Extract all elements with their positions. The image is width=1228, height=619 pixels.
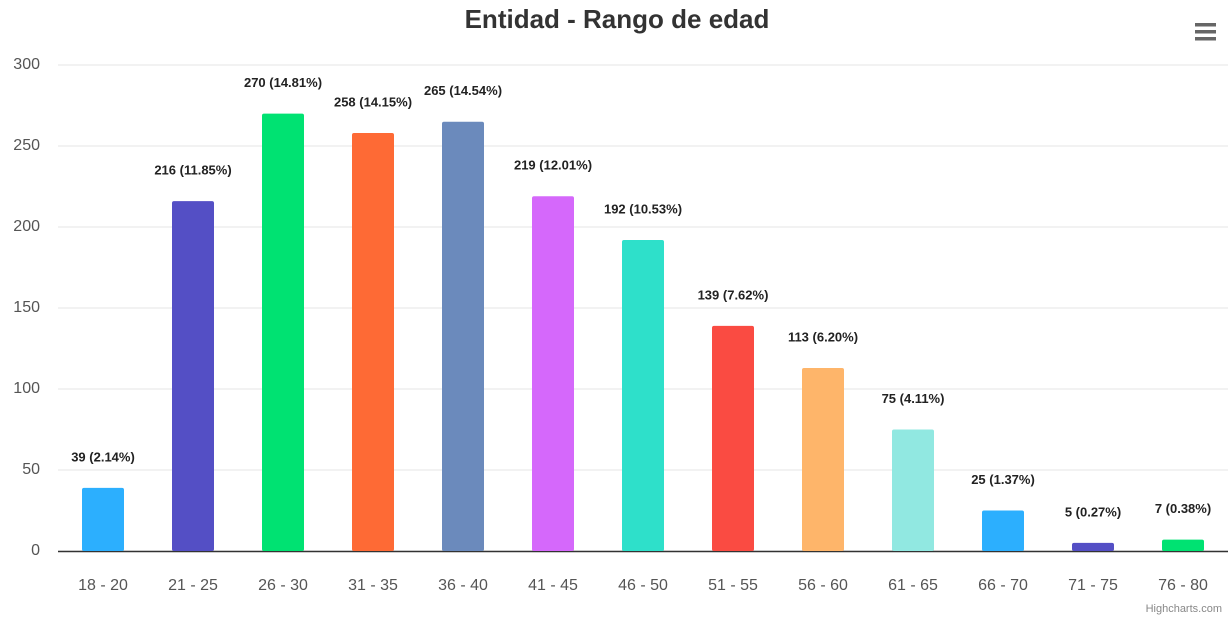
data-label: 25 (1.37%) (971, 472, 1035, 487)
bar (262, 113, 304, 551)
data-label: 219 (12.01%) (514, 158, 592, 173)
y-tick-label: 100 (13, 380, 40, 397)
credits[interactable]: Highcharts.com (1146, 603, 1222, 615)
chart-title: Entidad - Rango de edad (465, 4, 770, 34)
data-label: 258 (14.15%) (334, 94, 412, 109)
x-tick-label: 31 - 35 (348, 577, 398, 594)
x-tick-label: 26 - 30 (258, 577, 308, 594)
bar (1162, 539, 1204, 551)
data-label: 7 (0.38%) (1155, 501, 1211, 516)
bar (532, 196, 574, 551)
bar (892, 429, 934, 551)
data-label: 75 (4.11%) (882, 391, 945, 406)
data-label: 39 (2.14%) (71, 449, 135, 464)
x-tick-label: 56 - 60 (798, 577, 848, 594)
menu-bar (1195, 23, 1216, 27)
y-tick-label: 0 (31, 542, 40, 559)
bar (712, 325, 754, 551)
data-label: 265 (14.54%) (424, 83, 502, 98)
menu-button[interactable] (1195, 23, 1216, 41)
x-tick-label: 41 - 45 (528, 577, 578, 594)
data-label: 192 (10.53%) (604, 201, 682, 216)
x-tick-label: 61 - 65 (888, 577, 938, 594)
y-tick-label: 200 (13, 218, 40, 235)
x-tick-label: 18 - 20 (78, 577, 128, 594)
bar (352, 133, 394, 552)
y-tick-label: 250 (13, 137, 40, 154)
bar (82, 487, 124, 551)
bar (172, 201, 214, 551)
x-tick-label: 51 - 55 (708, 577, 758, 594)
x-tick-label: 36 - 40 (438, 577, 488, 594)
y-tick-label: 300 (13, 56, 40, 73)
menu-bar (1195, 30, 1216, 34)
y-tick-label: 50 (22, 461, 40, 478)
x-tick-label: 21 - 25 (168, 577, 218, 594)
menu-bar (1195, 37, 1216, 41)
x-tick-label: 71 - 75 (1068, 577, 1118, 594)
bar (622, 239, 664, 551)
y-tick-label: 150 (13, 299, 40, 316)
x-tick-label: 76 - 80 (1158, 577, 1208, 594)
data-label: 113 (6.20%) (788, 329, 858, 344)
data-label: 5 (0.27%) (1065, 504, 1121, 519)
bar (982, 510, 1024, 551)
bar (802, 367, 844, 551)
data-label: 139 (7.62%) (698, 287, 769, 302)
x-tick-label: 66 - 70 (978, 577, 1028, 594)
data-label: 270 (14.81%) (244, 75, 322, 90)
x-tick-label: 46 - 50 (618, 577, 668, 594)
bar (1072, 542, 1114, 551)
bar (442, 121, 484, 551)
data-label: 216 (11.85%) (154, 163, 231, 178)
